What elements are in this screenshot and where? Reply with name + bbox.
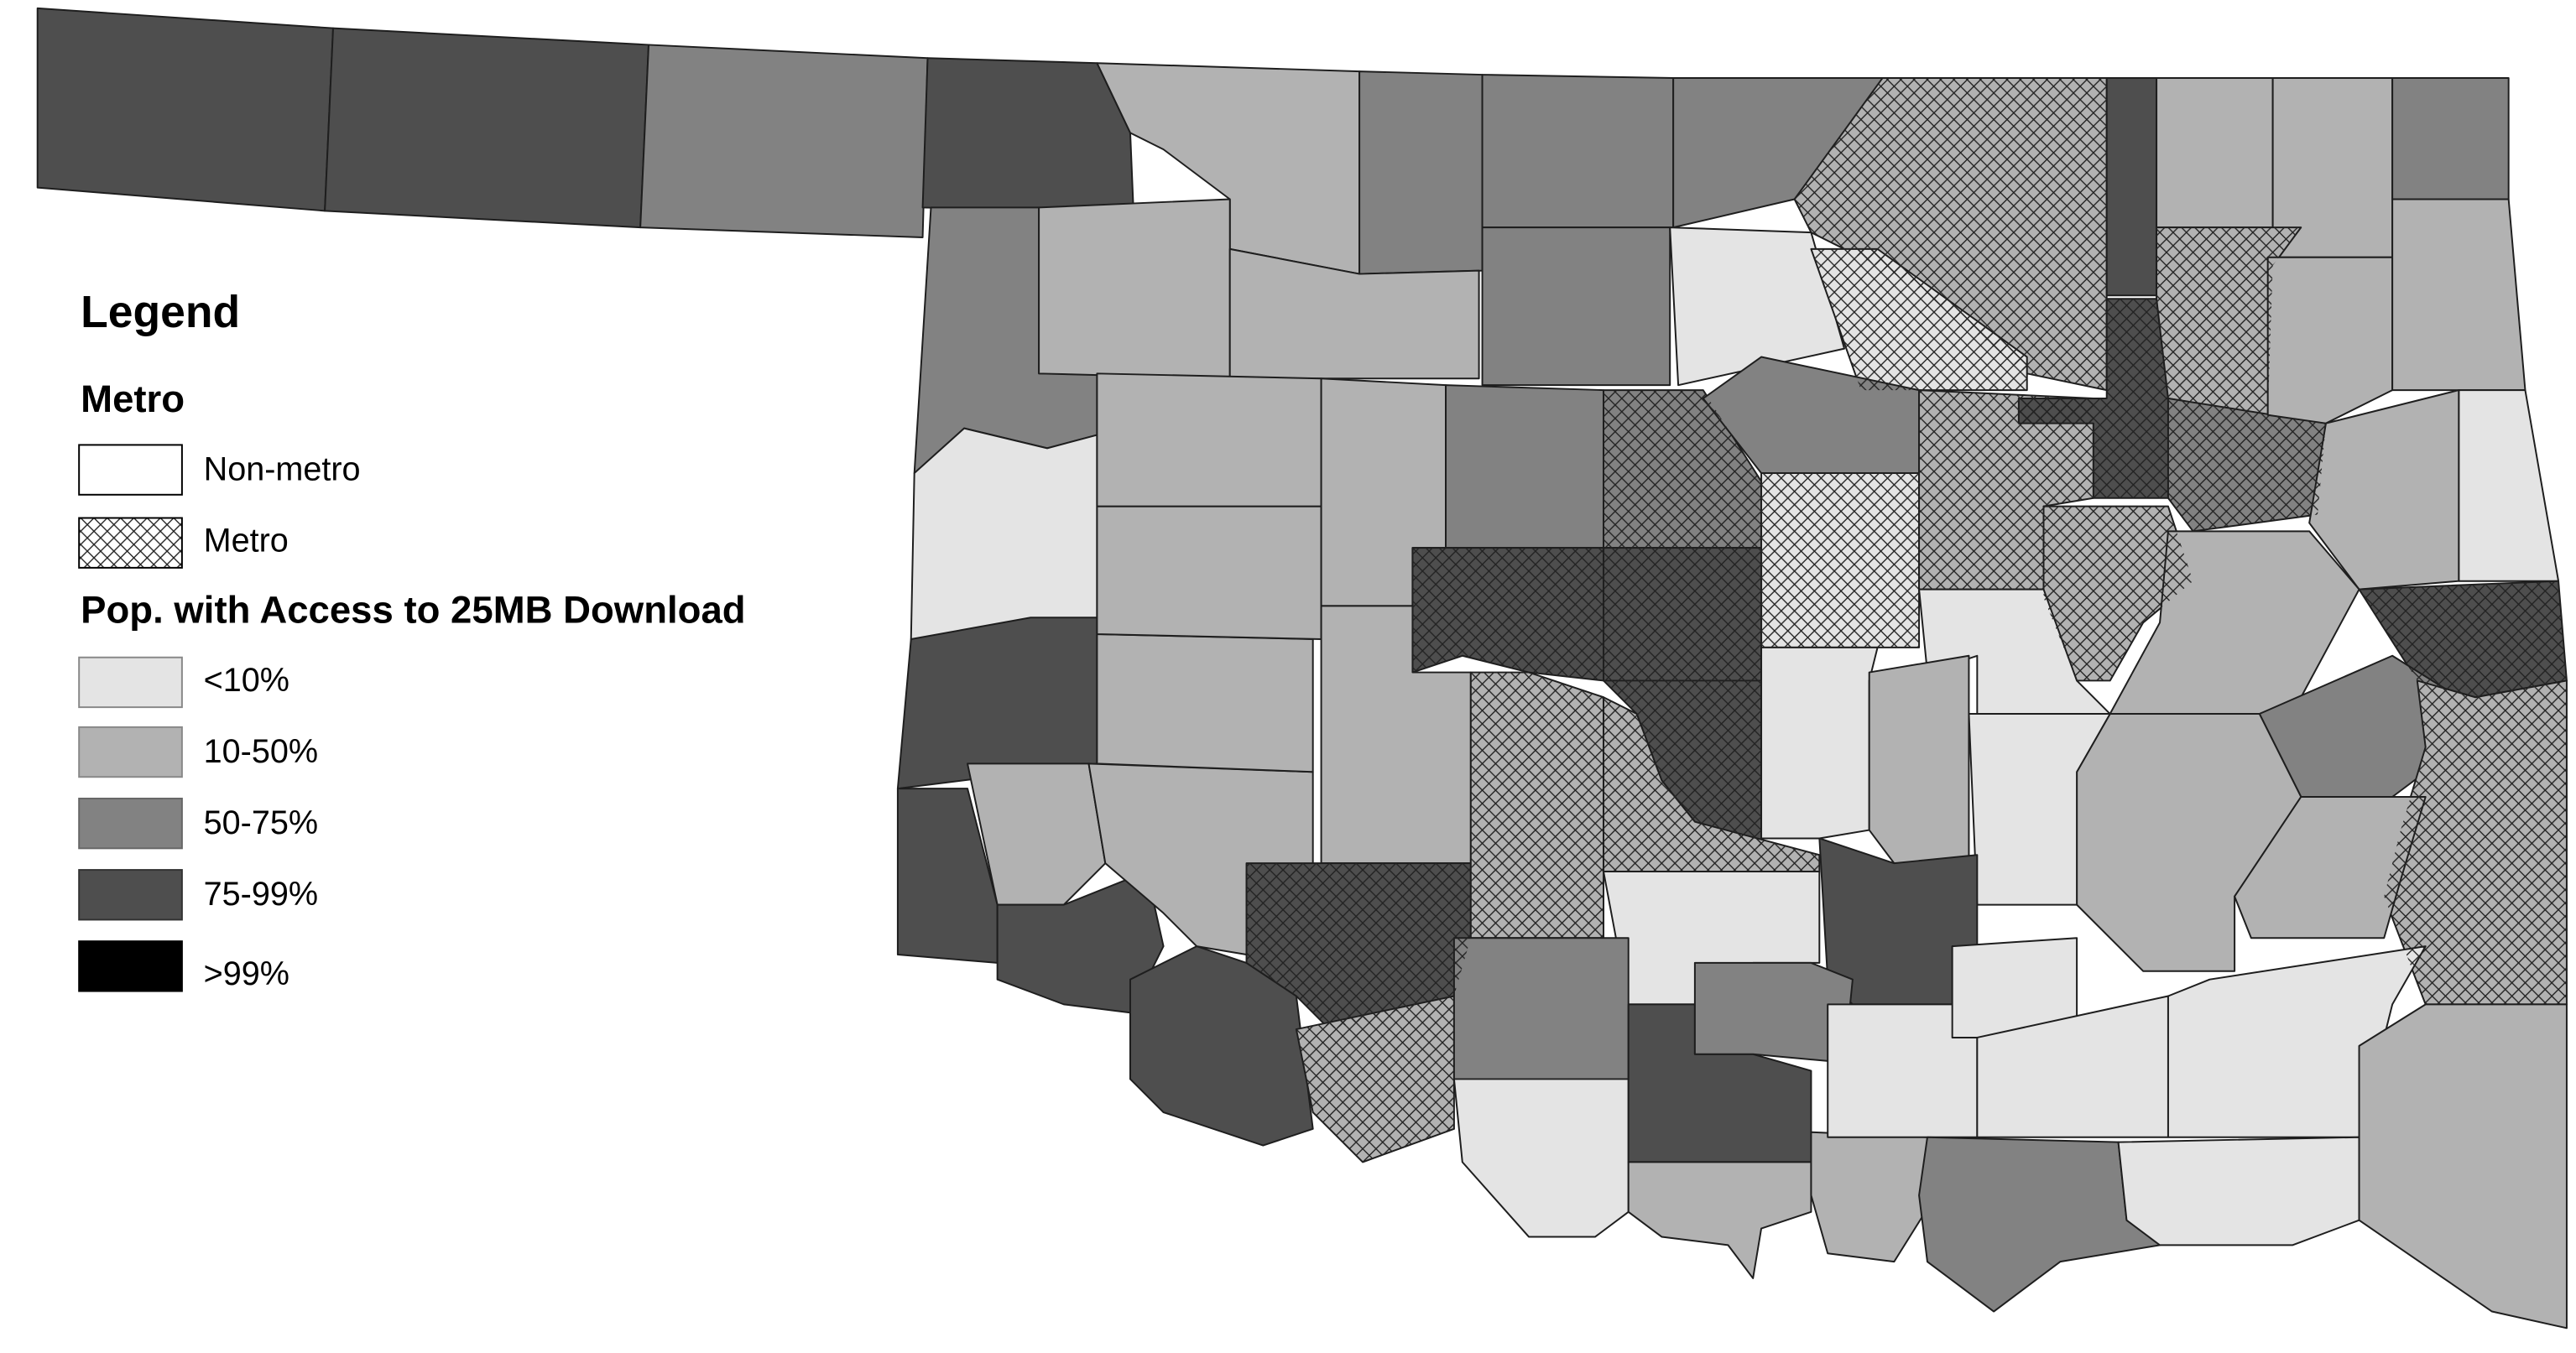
county [1760,646,1879,840]
county [1868,654,1970,865]
metro-hatch [1919,390,2094,590]
county [1096,372,1322,507]
county [1445,384,1605,549]
legend-swatch [78,797,183,850]
legend-swatch [78,444,183,496]
metro-hatch [1603,390,1762,549]
metro-hatch [1603,548,1762,681]
metro-hatch [2043,506,2193,681]
legend: Legend Metro Non-metro Metro Pop. with A… [78,288,746,992]
legend-label: 10-50% [204,733,318,770]
metro-hatch [1603,697,1820,872]
county [2105,77,2158,297]
county [1096,505,1322,640]
county [2156,77,2274,229]
county [1452,1078,1630,1238]
county [1129,945,1314,1147]
metro-hatch [1470,672,1604,939]
county [2391,77,2510,200]
legend-swatch [78,869,183,921]
county [1228,247,1480,380]
legend-label: 75-99% [204,876,318,913]
legend-label: <10% [204,662,289,699]
legend-title: Legend [81,288,240,337]
metro-hatch [1811,248,2027,391]
legend-swatch [78,726,183,778]
metro-hatch [1296,996,1454,1163]
county [2266,256,2394,424]
county [639,44,929,239]
county [1481,74,1675,229]
county [324,27,650,229]
metro-hatch [2156,227,2302,415]
legend-section-title: Pop. with Access to 25MB Download [81,588,745,631]
county [1096,633,1314,773]
legend-section-title: Metro [81,377,185,420]
legend-label: >99% [204,955,289,992]
legend-swatch [78,656,183,709]
county [967,762,1107,906]
legend-swatch [78,940,183,992]
metro-hatch [2384,680,2567,1005]
metro-hatch [1603,680,1762,847]
county [36,7,334,212]
legend-swatch [78,517,183,569]
metro-hatch [2359,580,2567,698]
metro-hatch [1412,548,1604,681]
legend-label: 50-75% [204,804,318,841]
county [910,427,1098,648]
metro-hatch [2167,398,2326,532]
metro-hatching [1246,78,2567,1163]
metro-hatch [1794,78,2107,391]
county [1627,1161,1812,1279]
metro-hatch [1246,863,1471,1030]
county [1452,937,1630,1080]
county [2458,389,2560,582]
county [1358,70,1484,275]
county [921,57,1134,214]
counties [36,7,2568,1330]
metro-hatch [1761,473,1920,648]
county [2117,1136,2360,1246]
county [2358,1003,2568,1330]
county [1038,198,1231,380]
county [1810,1131,1937,1263]
county [1669,226,1846,387]
legend-label: Non-metro [204,451,361,488]
county [1481,226,1671,387]
county [2391,198,2526,392]
legend-label: Metro [204,523,289,559]
